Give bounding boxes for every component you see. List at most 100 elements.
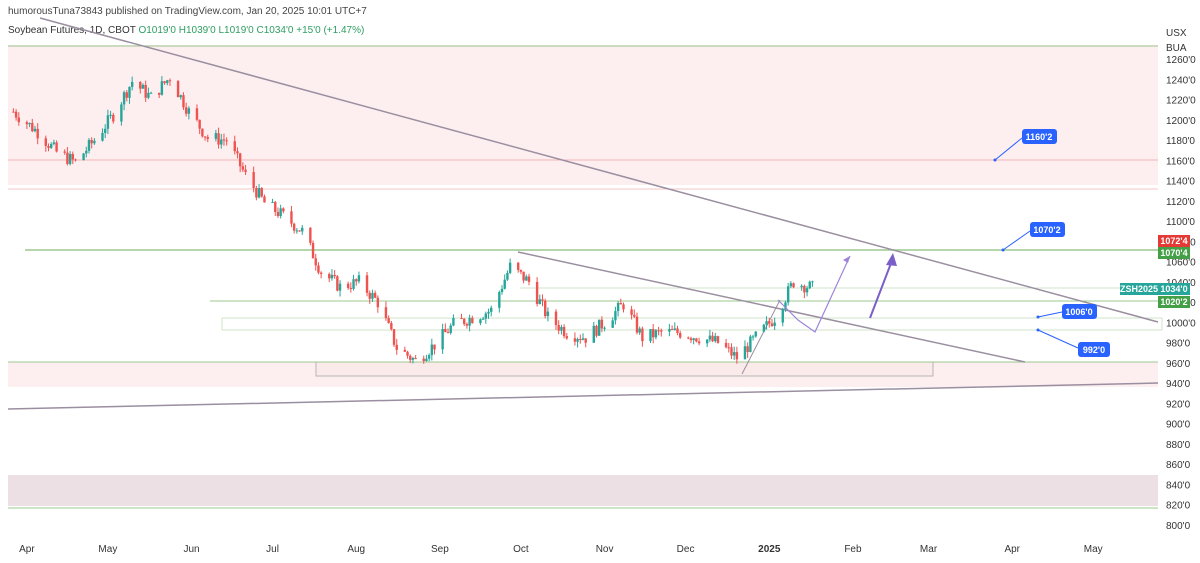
candle-down	[433, 344, 436, 350]
candle-up	[786, 286, 790, 303]
y-tick-label: 1180'0	[1166, 136, 1195, 147]
candle-up	[93, 140, 96, 144]
candle-down	[724, 342, 728, 348]
price-tag-green	[1158, 247, 1190, 259]
mid-downtrend-line[interactable]	[517, 251, 1026, 363]
candle-up	[82, 153, 85, 161]
candle-up	[781, 309, 784, 323]
callout-1006-leader	[1037, 311, 1063, 318]
candle-up	[811, 281, 814, 283]
candle-up	[452, 318, 455, 326]
candle-up	[128, 86, 131, 98]
candle-down	[727, 347, 730, 349]
candle-up	[352, 279, 355, 289]
candle-down	[201, 128, 204, 137]
callout-1070[interactable]: 1070'2	[1001, 222, 1066, 252]
candle-up	[425, 358, 428, 362]
candle-down	[689, 338, 693, 341]
candle-down	[31, 122, 34, 132]
candle-down	[678, 332, 682, 338]
candle-down	[298, 230, 301, 232]
candle-up	[592, 325, 595, 343]
candle-up	[109, 114, 112, 116]
candle-down	[414, 358, 417, 360]
time-axis[interactable]: Apr May Jun Jul Aug Sep Oct Nov Dec 2025 Feb Mar Apr…	[19, 544, 1103, 555]
candle-up	[538, 299, 542, 304]
candle-up	[28, 122, 31, 125]
candle-up	[649, 329, 652, 342]
candles	[12, 76, 814, 364]
price-tag-green-label: 1070'4	[1160, 248, 1187, 258]
candle-up	[441, 328, 444, 350]
publisher-line: humorousTuna73843 published on TradingVi…	[8, 6, 367, 17]
candle-down	[409, 355, 412, 360]
candle-down	[309, 227, 312, 243]
candle-down	[139, 81, 142, 89]
candle-down	[373, 292, 377, 298]
candle-up	[581, 338, 585, 340]
price-axis[interactable]: USX BUA 1260'0 1240'0 1220'0 1200'0 1180'0 11…	[1166, 28, 1196, 532]
y-tick-label: 800'0	[1166, 521, 1191, 532]
candle-up	[427, 355, 431, 359]
candle-down	[17, 117, 20, 123]
candle-down	[695, 338, 698, 342]
candle-up	[87, 139, 91, 151]
last-price-tag	[1158, 283, 1190, 295]
callout-992[interactable]: 992'0	[1036, 328, 1111, 358]
candle-up	[468, 317, 471, 326]
candle-down	[222, 139, 226, 141]
callout-1006-anchor	[1036, 315, 1040, 319]
candle-down	[660, 330, 663, 332]
callout-1160-box	[1022, 129, 1057, 144]
candle-down	[392, 329, 396, 345]
candle-up	[673, 328, 676, 330]
candle-down	[333, 274, 336, 277]
candle-up	[479, 319, 482, 324]
callout-992-leader	[1037, 329, 1079, 349]
candle-up	[106, 115, 110, 129]
candle-down	[71, 153, 74, 160]
candle-up	[668, 328, 671, 332]
y-tick-label: 920'0	[1166, 399, 1191, 410]
candle-up	[754, 331, 757, 337]
long-uptrend-line[interactable]	[7, 382, 1159, 410]
long-downtrend-line[interactable]	[39, 17, 1159, 323]
candle-down	[687, 337, 690, 339]
candle-up	[49, 143, 53, 148]
y-tick-label: 900'0	[1166, 420, 1191, 431]
candle-up	[160, 81, 164, 95]
candle-down	[471, 317, 474, 324]
candle-up	[52, 142, 56, 144]
candle-down	[735, 352, 739, 360]
candle-down	[225, 140, 228, 142]
callout-1160[interactable]: 1160'2	[993, 129, 1058, 162]
candle-down	[657, 330, 660, 332]
callout-1006[interactable]: 1006'0	[1036, 304, 1098, 319]
up-arrow-line[interactable]	[869, 257, 894, 319]
candle-up	[141, 84, 145, 89]
projection-path[interactable]	[777, 255, 851, 333]
candle-up	[560, 326, 563, 331]
breakout-trendline[interactable]	[741, 299, 781, 375]
candle-down	[365, 275, 369, 293]
candle-down	[63, 151, 66, 153]
candle-down	[74, 159, 77, 161]
x-tick-label: Apr	[1004, 544, 1020, 555]
candle-up	[692, 338, 695, 341]
candle-down	[635, 316, 639, 333]
candle-down	[622, 304, 625, 310]
candle-up	[576, 338, 579, 342]
callout-992-anchor	[1036, 328, 1040, 332]
candle-down	[206, 137, 209, 139]
candle-down	[803, 285, 806, 293]
candle-down	[346, 283, 350, 288]
callout-1160-leader	[994, 137, 1023, 161]
candle-down	[163, 81, 166, 84]
candle-down	[90, 139, 93, 144]
y-tick-label: 1140'0	[1166, 177, 1195, 188]
candle-up	[762, 324, 766, 332]
candle-down	[641, 328, 644, 342]
candle-up	[765, 321, 768, 325]
candle-up	[449, 325, 452, 333]
